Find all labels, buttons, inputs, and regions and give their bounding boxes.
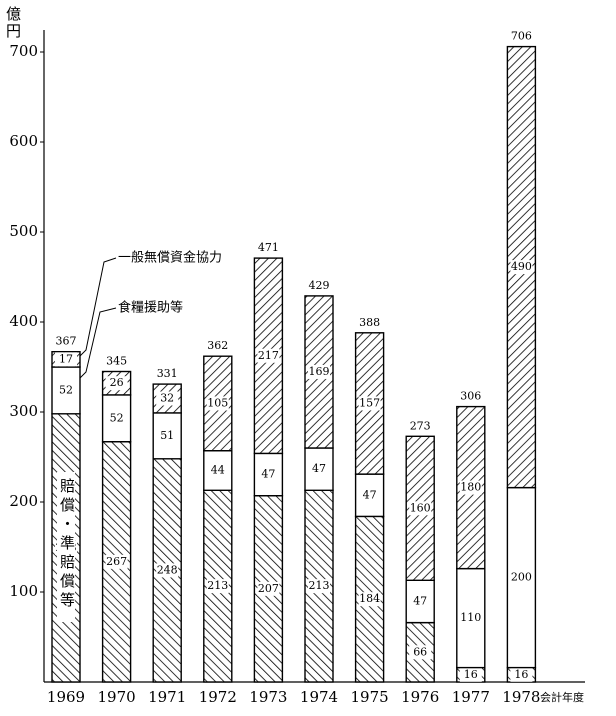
label-bg	[206, 396, 229, 411]
data-label: 200	[511, 571, 532, 584]
legend-label: 食糧援助等	[118, 300, 183, 316]
total-label: 429	[309, 279, 330, 292]
data-label: 52	[110, 411, 124, 424]
data-label: 17	[59, 352, 73, 365]
y-tick-label: 200	[9, 492, 38, 510]
label-bg	[308, 364, 330, 379]
data-label: 207	[258, 582, 279, 595]
label-bg	[510, 260, 533, 275]
data-label: 47	[413, 594, 427, 607]
data-label: 47	[312, 462, 326, 475]
y-tick-label: 100	[9, 582, 38, 600]
label-bg	[105, 554, 128, 569]
unit-label: 億円	[4, 6, 22, 40]
legend-label: 一般無償資金協力	[118, 250, 222, 266]
data-label: 267	[106, 555, 127, 568]
bar-segment	[253, 452, 284, 497]
label-bg	[358, 396, 381, 411]
x-tick-label: 1978	[502, 688, 540, 706]
x-axis-label: 会計年度	[540, 690, 584, 704]
label-bg	[409, 501, 432, 516]
bar-segment	[506, 486, 537, 669]
x-tick-label: 1974	[300, 688, 338, 706]
y-tick-label: 300	[9, 402, 38, 420]
data-label: 169	[309, 365, 330, 378]
label-bg	[156, 563, 179, 578]
data-label: 16	[464, 668, 478, 681]
y-tick-label: 600	[9, 132, 38, 150]
total-label: 706	[511, 30, 532, 43]
x-tick-label: 1969	[47, 688, 85, 706]
total-label: 362	[207, 339, 228, 352]
label-bg	[510, 667, 533, 682]
legend-leader	[79, 307, 117, 379]
data-label: 180	[460, 481, 481, 494]
label-bg	[358, 592, 381, 607]
data-label: 160	[410, 501, 431, 514]
label-bg	[55, 352, 77, 367]
x-tick-label: 1975	[351, 688, 389, 706]
bar-segment	[203, 450, 233, 492]
data-label: 32	[160, 392, 174, 405]
label-bg	[409, 645, 432, 660]
x-tick-label: 1972	[199, 688, 237, 706]
data-label: 47	[363, 488, 377, 501]
data-label: 105	[207, 396, 228, 409]
label-bg	[459, 480, 482, 495]
y-tick-label: 500	[9, 222, 38, 240]
label-bg	[459, 667, 482, 682]
label-bg	[156, 391, 179, 406]
data-label: 44	[211, 464, 225, 477]
y-tick-label: 700	[9, 42, 38, 60]
data-label: 217	[258, 349, 279, 362]
total-label: 367	[56, 335, 77, 348]
total-label: 471	[258, 241, 279, 254]
total-label: 273	[410, 419, 431, 432]
x-tick-label: 1973	[249, 688, 287, 706]
bar-segment	[51, 366, 81, 415]
data-label: 26	[110, 376, 124, 389]
data-label: 52	[59, 383, 73, 396]
bar-segment	[405, 579, 435, 624]
data-label: 51	[160, 429, 174, 442]
data-label: 184	[359, 592, 380, 605]
data-label: 47	[261, 468, 275, 481]
x-tick-label: 1976	[401, 688, 439, 706]
total-label: 306	[460, 390, 481, 403]
x-tick-label: 1977	[452, 688, 490, 706]
label-bg	[105, 376, 128, 391]
label-bg	[308, 579, 330, 594]
series-label: 賠償・準賠償等	[58, 478, 76, 611]
data-label: 213	[309, 579, 330, 592]
total-label: 388	[359, 316, 380, 329]
data-label: 490	[511, 260, 532, 273]
data-label: 16	[514, 668, 528, 681]
data-label: 110	[460, 611, 481, 624]
label-bg	[206, 579, 229, 594]
bar-segment	[101, 394, 132, 443]
label-bg	[257, 581, 280, 596]
y-tick-label: 400	[9, 312, 38, 330]
label-bg	[57, 472, 75, 622]
total-label: 345	[106, 355, 127, 368]
x-tick-label: 1970	[98, 688, 136, 706]
x-tick-label: 1971	[148, 688, 186, 706]
data-label: 157	[359, 396, 380, 409]
label-bg	[257, 348, 280, 363]
data-label: 66	[413, 645, 427, 658]
legend-leader	[77, 257, 117, 359]
data-label: 248	[157, 563, 178, 576]
total-label: 331	[157, 367, 178, 380]
data-label: 213	[207, 579, 228, 592]
bar-segment	[304, 447, 334, 491]
